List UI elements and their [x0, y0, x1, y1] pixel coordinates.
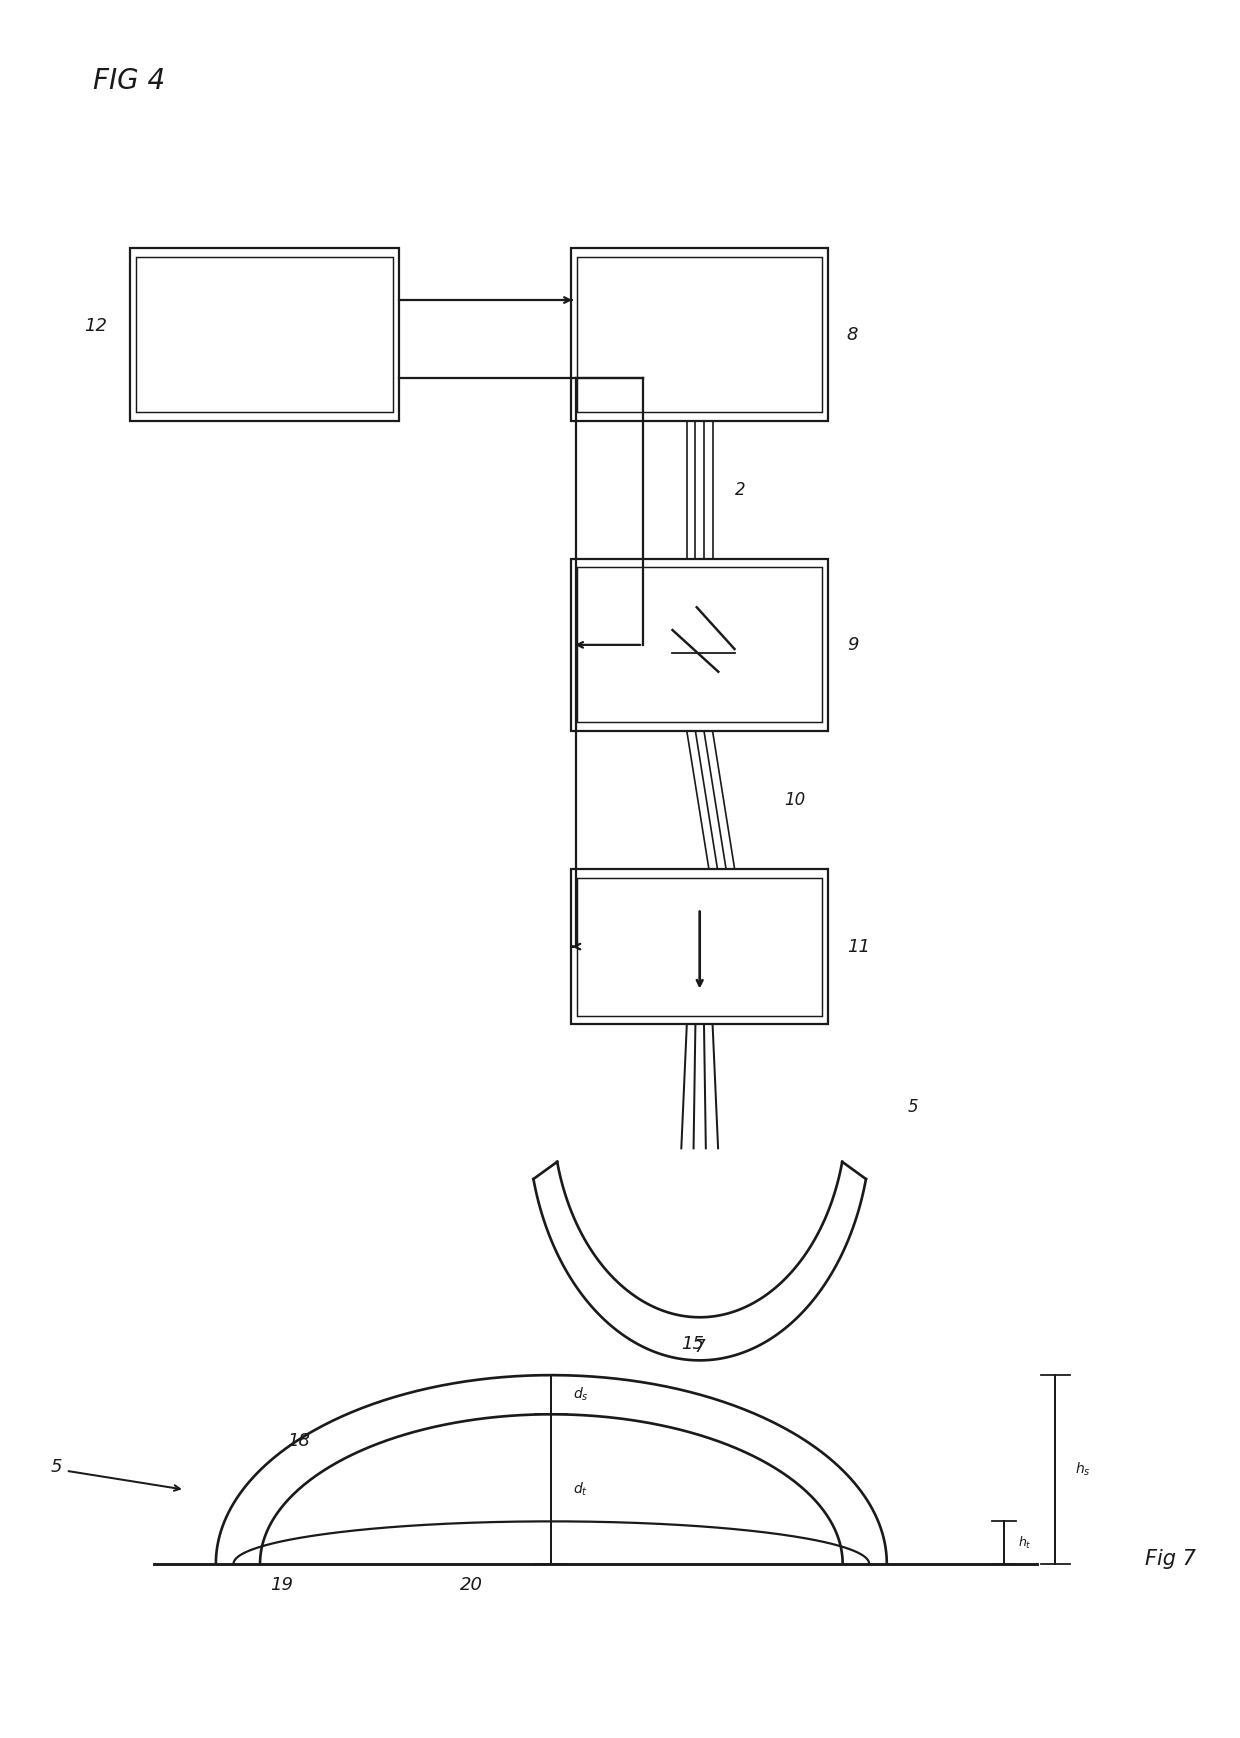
Text: 8: 8: [847, 325, 858, 344]
Bar: [577, 567, 822, 723]
Bar: [129, 249, 399, 421]
Text: $h_t$: $h_t$: [1018, 1535, 1032, 1550]
Text: Fig 7: Fig 7: [1146, 1549, 1197, 1569]
Bar: [577, 257, 822, 412]
Text: 19: 19: [270, 1576, 293, 1594]
Text: 10: 10: [784, 791, 806, 808]
Text: 9: 9: [847, 636, 858, 653]
Text: 7: 7: [694, 1338, 706, 1356]
Bar: [570, 249, 828, 421]
Bar: [570, 558, 828, 732]
Bar: [570, 869, 828, 1024]
Text: 15: 15: [681, 1335, 704, 1352]
Text: 5: 5: [51, 1458, 62, 1476]
Text: $d_t$: $d_t$: [573, 1481, 588, 1498]
Text: $d_s$: $d_s$: [573, 1385, 589, 1403]
Text: 12: 12: [84, 316, 108, 335]
Text: 18: 18: [286, 1432, 310, 1449]
Text: 5: 5: [908, 1098, 919, 1116]
Text: $h_s$: $h_s$: [1075, 1460, 1090, 1479]
Text: 11: 11: [847, 937, 869, 956]
Text: 20: 20: [460, 1576, 484, 1594]
Bar: [135, 257, 393, 412]
Text: 2: 2: [735, 481, 746, 499]
Bar: [577, 878, 822, 1015]
Text: FIG 4: FIG 4: [93, 68, 165, 96]
